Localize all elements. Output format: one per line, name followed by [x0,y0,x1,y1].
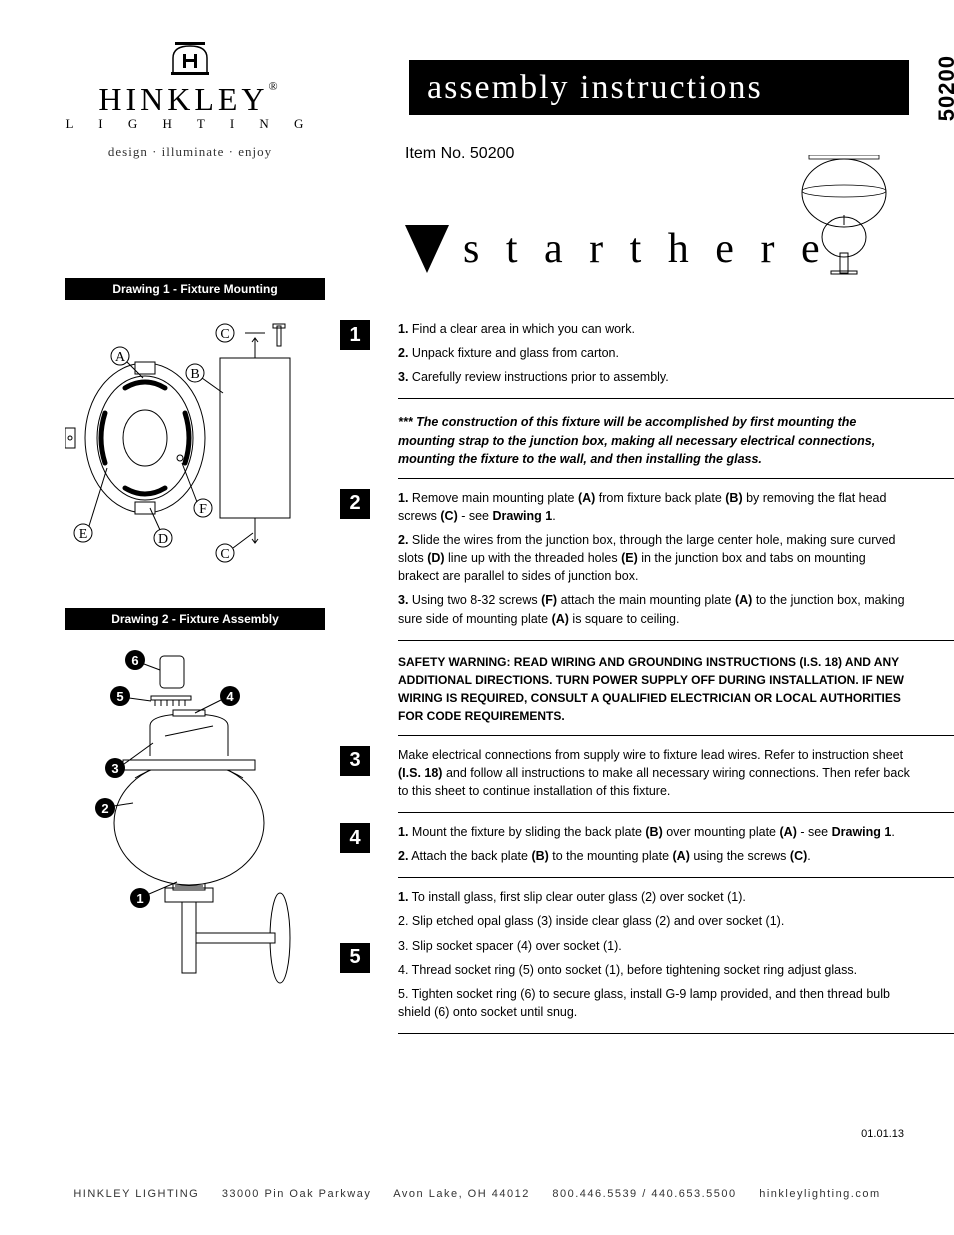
divider [398,1033,954,1034]
drawing-1-label: Drawing 1 - Fixture Mounting [65,278,325,300]
step-number: 1 [340,320,370,350]
brand-name: HINKLEY® [65,81,315,118]
safety-warning: SAFETY WARNING: READ WIRING AND GROUNDIN… [398,651,910,729]
down-arrow-icon [405,225,449,273]
divider [398,877,954,878]
step-2: 2 1. Remove main mounting plate (A) from… [340,489,910,634]
divider [398,812,954,813]
svg-text:D: D [158,532,168,547]
revision-date: 01.01.13 [861,1128,904,1140]
drawings-column: Drawing 1 - Fixture Mounting [65,278,325,1048]
divider [398,735,954,736]
divider [398,478,954,479]
drawing-1: A B C C D E F [65,318,305,578]
start-here-text: s t a r t h e r e [463,225,828,273]
drawing-2: 1 2 3 4 5 6 [65,648,305,1018]
step-5: 5 1. To install glass, first slip clear … [340,888,910,1027]
svg-text:A: A [115,350,126,365]
divider [398,640,954,641]
step-1: 1 1. Find a clear area in which you can … [340,320,910,392]
footer-web: hinkleylighting.com [759,1188,880,1200]
item-number: Item No. 50200 [405,145,514,163]
svg-text:3: 3 [111,761,118,776]
brand-logo: HINKLEY® L I G H T I N G design · illumi… [65,40,315,160]
step-number: 3 [340,746,370,776]
svg-text:5: 5 [116,689,123,704]
step-3: 3 Make electrical connections from suppl… [340,746,910,806]
step-number: 5 [340,943,370,973]
footer-company: HINKLEY LIGHTING [73,1188,199,1200]
step-number: 2 [340,489,370,519]
instruction-steps: 1 1. Find a clear area in which you can … [340,320,910,1044]
page-footer: HINKLEY LIGHTING 33000 Pin Oak Parkway A… [0,1188,954,1200]
brand-tagline: design · illuminate · enjoy [65,144,315,160]
svg-text:F: F [199,502,207,517]
page-title: assembly instructions [427,69,763,107]
svg-text:4: 4 [226,689,234,704]
brand-subline: L I G H T I N G [65,116,315,132]
svg-text:1: 1 [136,891,143,906]
start-here-heading: s t a r t h e r e [405,225,828,273]
step-4: 4 1. Mount the fixture by sliding the ba… [340,823,910,871]
svg-text:C: C [220,327,229,342]
footer-address: 33000 Pin Oak Parkway [222,1188,372,1200]
side-product-code: 50200 [934,55,954,121]
logo-icon [169,40,211,76]
title-bar: assembly instructions [409,60,909,115]
drawing-2-label: Drawing 2 - Fixture Assembly [65,608,325,630]
svg-text:6: 6 [131,653,138,668]
footer-phone: 800.446.5539 / 440.653.5500 [552,1188,736,1200]
construction-note: *** The construction of this fixture wil… [398,409,910,471]
svg-text:E: E [79,527,88,542]
svg-text:C: C [220,547,229,562]
divider [398,398,954,399]
footer-city: Avon Lake, OH 44012 [393,1188,530,1200]
svg-text:2: 2 [101,801,108,816]
step-number: 4 [340,823,370,853]
svg-text:B: B [190,367,199,382]
